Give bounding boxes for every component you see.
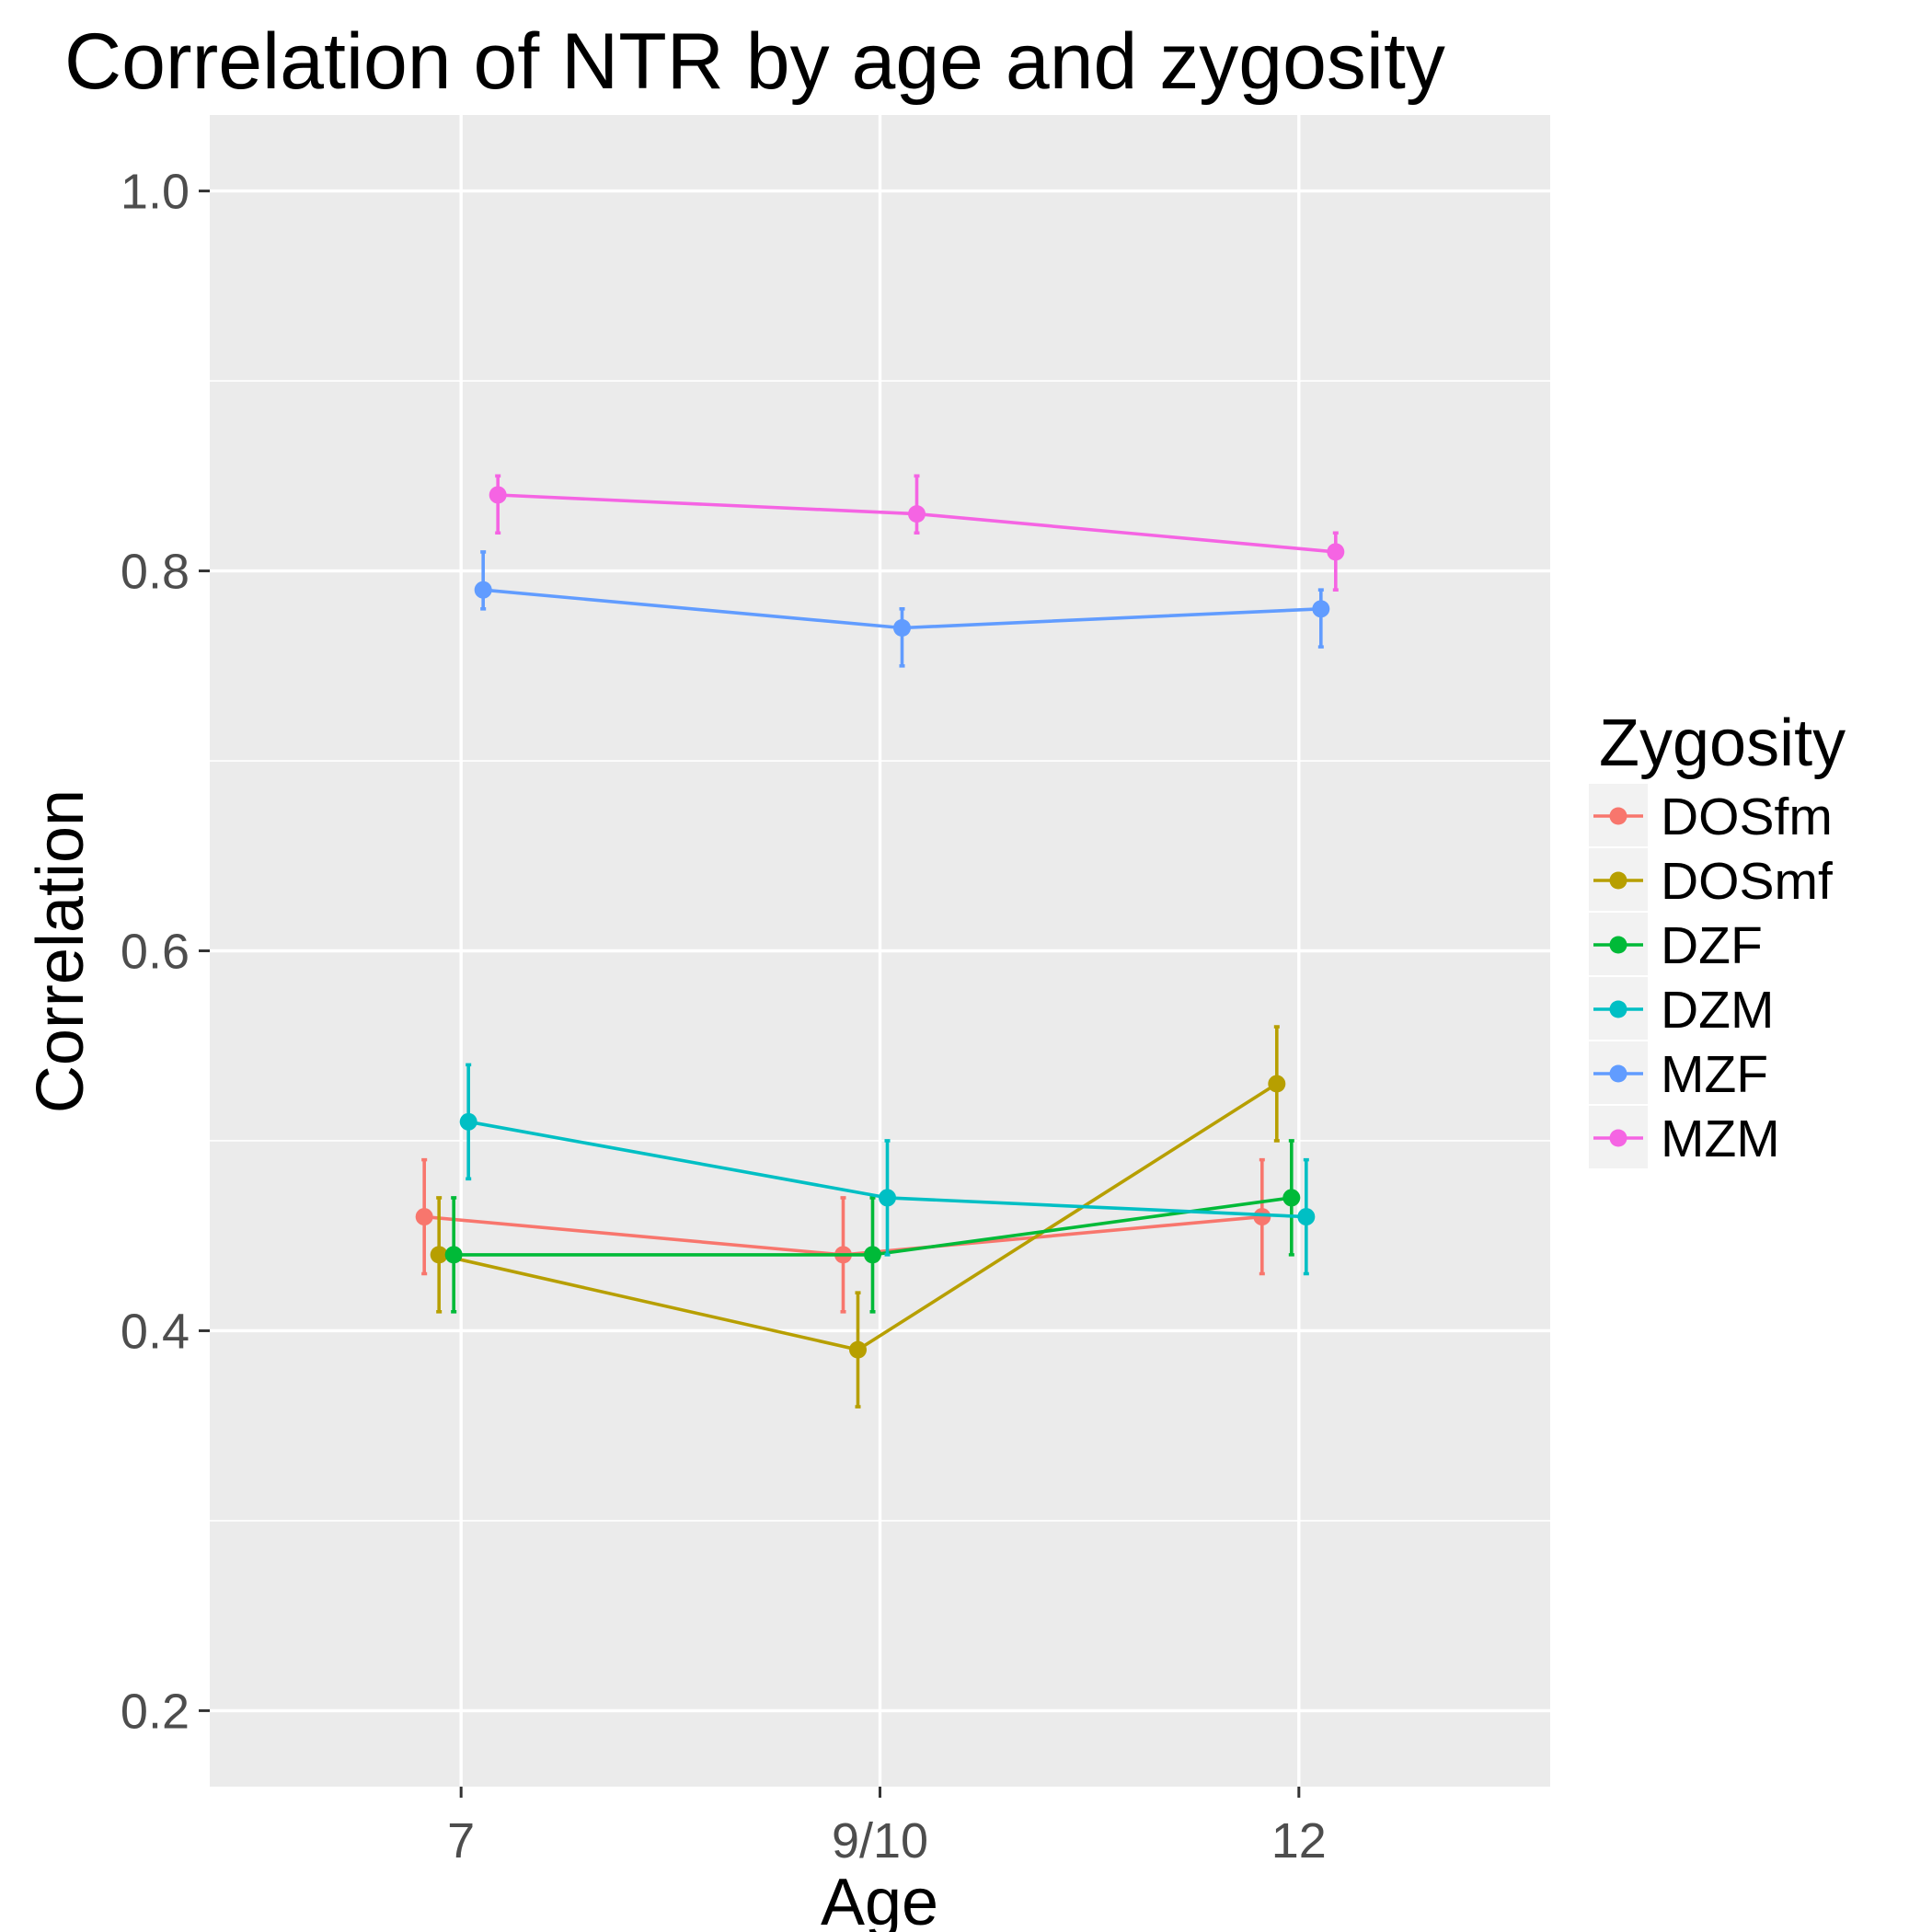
x-tick-label: 9/10 [832,1813,928,1869]
error-bar [1317,588,1324,649]
x-tick-label: 12 [1271,1813,1327,1869]
legend-item: DOSmf [1589,848,1833,911]
legend-key-point [1609,1064,1627,1083]
data-point [1297,1208,1316,1226]
x-tick-label: 7 [447,1813,475,1869]
grid-major [210,115,1550,1787]
data-point [489,486,507,504]
legend-label: MZM [1661,1110,1780,1168]
legend-item: DZF [1589,913,1763,975]
legend-key-point [1609,871,1627,890]
data-point [1282,1189,1301,1207]
error-bar [1332,531,1339,592]
y-tick-label: 0.2 [121,1684,190,1739]
data-point [908,505,926,523]
legend-title: Zygosity [1599,707,1846,780]
series-DZM [459,1063,1316,1276]
legend-key-point [1609,936,1627,954]
data-point [1312,600,1330,618]
series-DOSmf [430,1025,1286,1409]
error-bar [480,550,487,611]
data-point [1327,543,1345,561]
data-point [849,1340,867,1359]
y-axis: 0.2 0.4 0.6 0.8 1.0 [121,165,210,1739]
x-axis-title: Age [821,1866,938,1932]
legend-item: MZM [1589,1106,1780,1168]
data-point [474,581,492,599]
series-layer [415,474,1345,1409]
legend-item: MZF [1589,1041,1768,1104]
error-bar [899,607,905,668]
legend-item: DZM [1589,977,1774,1040]
legend-label: DOSmf [1661,852,1833,911]
legend-key-point [1609,1129,1627,1147]
series-MZF [474,550,1330,668]
data-point [444,1246,463,1264]
y-tick-label: 1.0 [121,165,190,220]
legend-label: DOSfm [1661,788,1833,846]
data-point [1253,1208,1271,1226]
y-tick-label: 0.4 [121,1304,190,1359]
error-bar [495,474,501,535]
legend-label: DZF [1661,916,1763,975]
series-MZM [489,474,1345,592]
data-point [1268,1075,1286,1093]
y-axis-title: Correlation [24,789,98,1113]
legend-label: DZM [1661,981,1774,1040]
legend-label: MZF [1661,1045,1768,1104]
data-point [415,1208,433,1226]
chart-title: Correlation of NTR by age and zygosity [64,17,1445,106]
legend-item: DOSfm [1589,784,1833,846]
legend-key-point [1609,807,1627,825]
data-point [864,1246,881,1264]
error-bar [914,474,920,535]
data-point [879,1189,896,1207]
data-point [893,618,911,637]
series-DZF [444,1139,1301,1314]
data-point [430,1246,448,1264]
data-point [459,1112,477,1131]
y-tick-label: 0.8 [121,545,190,600]
legend-key-point [1609,1000,1627,1018]
x-axis: 7 9/10 12 [447,1787,1327,1869]
y-tick-label: 0.6 [121,925,190,980]
